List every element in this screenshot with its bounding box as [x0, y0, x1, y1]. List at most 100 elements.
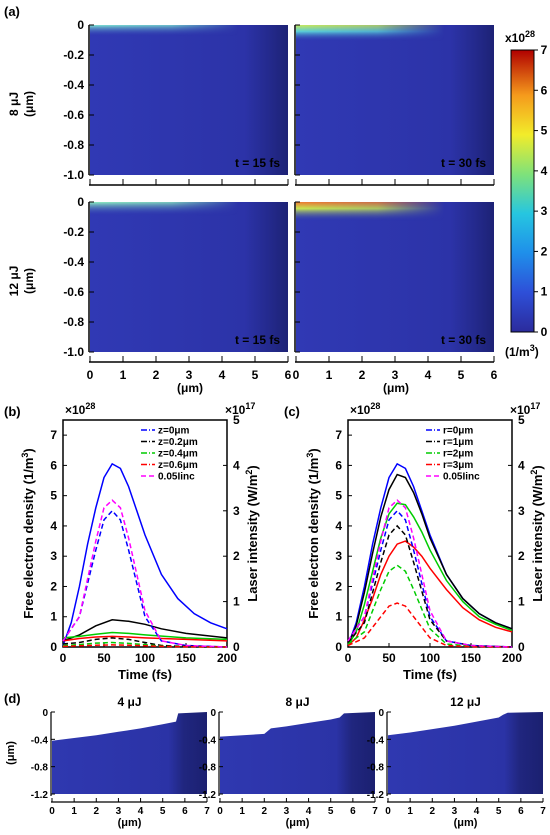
- y-right-tick-label: 1: [233, 595, 240, 609]
- time-label: t = 15 fs: [235, 156, 280, 170]
- series-line: [347, 499, 513, 648]
- x-tick-label: 1: [239, 806, 245, 817]
- x-tick-label: 1: [326, 368, 333, 382]
- y-tick-label: 0: [77, 18, 84, 32]
- x-tick-label: 3: [186, 368, 193, 382]
- a-ylabel-top: (μm): [22, 91, 36, 117]
- x-tick-label: 4: [138, 806, 144, 817]
- y-tick-label: -0.2: [63, 225, 84, 239]
- x-tick-label: 6: [350, 806, 356, 817]
- time-label: t = 30 fs: [441, 333, 486, 347]
- x-axis-label: (μm): [454, 817, 478, 829]
- x-tick-label: 150: [461, 651, 481, 665]
- heatmap-panel: t = 30 fs: [294, 24, 495, 186]
- y-right-tick-label: 3: [233, 504, 240, 518]
- y-multiplier: ×1028: [65, 401, 95, 417]
- x-tick-label: 0: [60, 651, 67, 665]
- y-right-tick-label: 4: [233, 458, 240, 472]
- legend-label: r=3μm: [443, 460, 473, 471]
- x-tick-label: 3: [392, 368, 399, 382]
- y-tick-label: 7: [335, 428, 342, 442]
- profile-area: [220, 712, 375, 794]
- y-tick-label: -0.8: [31, 763, 49, 774]
- y-right-tick-label: 0: [518, 640, 525, 654]
- x-tick-label: 3: [116, 806, 122, 817]
- x-tick-label: 1: [71, 806, 77, 817]
- y-tick-label: -0.8: [367, 763, 385, 774]
- y-tick-label: -1.2: [367, 790, 385, 801]
- x-tick-label: 0: [49, 806, 55, 817]
- y-axis-label: Free electron density (1/m3): [305, 448, 321, 618]
- y-tick-label: -0.4: [31, 735, 49, 746]
- y-tick-label: 0: [50, 640, 57, 654]
- a-ylabel-bottom: (μm): [22, 268, 36, 294]
- x-tick-label: 2: [153, 368, 160, 382]
- series-line: [347, 602, 513, 648]
- row-label-12uj: 12 μJ: [7, 266, 21, 297]
- x-tick-label: 2: [94, 806, 100, 817]
- panel-label-c: (c): [284, 404, 300, 419]
- x-tick-label: 5: [496, 806, 502, 817]
- y-tick-label: -0.4: [63, 78, 84, 92]
- x-tick-label: 3: [284, 806, 290, 817]
- row-label-8uj: 8 μJ: [7, 92, 21, 116]
- profile-panel: 4 μJ0-0.4-0.8-1.20 1 2 3 4 5 6 7(μm)(μm): [5, 695, 210, 829]
- x-tick-label: 2: [262, 806, 268, 817]
- y-tick-label: 5: [50, 489, 57, 503]
- legend-label: r=1μm: [443, 437, 473, 448]
- y-multiplier: ×1028: [350, 401, 380, 417]
- series-line: [347, 502, 513, 646]
- y-tick-label: -1.0: [63, 168, 84, 182]
- y-tick-label: 0: [42, 708, 48, 719]
- x-tick-label: 5: [252, 368, 259, 382]
- x-tick-label: 100: [135, 651, 155, 665]
- a-xlabel-left: (μm): [177, 381, 203, 395]
- time-label: t = 15 fs: [235, 333, 280, 347]
- x-axis-label: Time (fs): [118, 667, 172, 682]
- legend-label: z=0μm: [158, 426, 190, 437]
- x-tick-label: 7: [540, 806, 546, 817]
- y-tick-label: 0: [335, 640, 342, 654]
- colorbar-ticks: 0 1 2 3 4 5 6 7: [534, 43, 548, 339]
- y-tick-label: 7: [50, 428, 57, 442]
- y-tick-label: 4: [335, 519, 342, 533]
- series-line: [62, 509, 228, 648]
- colorbar-tick-label: 2: [541, 244, 548, 258]
- panel-label-d: (d): [4, 691, 21, 706]
- x-tick-label: 5: [328, 806, 334, 817]
- heatmap-panel: t = 15 fs 0 -0.2 -0.4 -0.6 -0.8 -1.0: [63, 18, 289, 186]
- x-tick-label: 6: [285, 368, 292, 382]
- y-axis-label: (μm): [5, 741, 17, 765]
- y-tick-label: 0: [77, 195, 84, 209]
- panel-label-b: (b): [4, 404, 21, 419]
- panel-label-a: (a): [4, 4, 20, 19]
- panel-title: 4 μJ: [117, 695, 141, 709]
- colorbar-tick-label: 5: [541, 124, 548, 138]
- heatmap-hotspot: [296, 202, 445, 221]
- legend-label: z=0.2μm: [158, 437, 198, 448]
- colorbar-tick-label: 3: [541, 204, 548, 218]
- series-line: [62, 462, 228, 646]
- colorbar-tick-label: 7: [541, 43, 548, 57]
- y-axis-label: Free electron density (1/m3): [20, 448, 36, 618]
- y-tick-label: -0.8: [63, 315, 84, 329]
- x-tick-label: 3: [452, 806, 458, 817]
- x-axis-label: (μm): [286, 817, 310, 829]
- profile-area: [388, 712, 543, 794]
- profile-area: [52, 712, 207, 794]
- time-label: t = 30 fs: [441, 156, 486, 170]
- x-tick-label: 6: [491, 368, 498, 382]
- y-tick-label: -1.2: [199, 790, 217, 801]
- x-tick-label: 0: [217, 806, 223, 817]
- colorbar-multiplier: x1028: [505, 29, 535, 45]
- heatmap-hotspot: [90, 25, 239, 37]
- y-tick-label: 6: [335, 458, 342, 472]
- colorbar-tick-label: 6: [541, 83, 548, 97]
- x-tick-label: 200: [502, 651, 522, 665]
- series-line: [347, 564, 513, 648]
- series-line: [62, 631, 228, 641]
- heatmap-panels: t = 15 fs0-0.2-0.4-0.6-0.8-1.0t = 30 fst…: [63, 18, 497, 382]
- legend-label: 0.05Iinc: [443, 472, 480, 483]
